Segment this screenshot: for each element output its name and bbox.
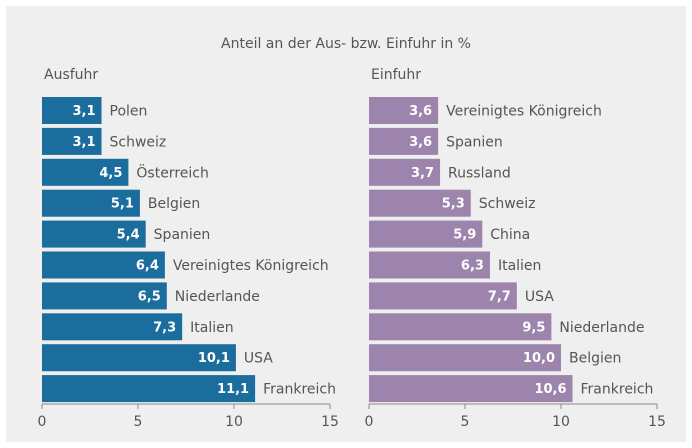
x-tick-label: 0 <box>365 414 374 430</box>
bar <box>42 313 183 341</box>
bar <box>369 344 561 372</box>
category-label: Spanien <box>446 134 503 150</box>
category-label: Frankreich <box>263 382 336 398</box>
value-label: 6,3 <box>461 259 484 274</box>
subtitle: Einfuhr <box>371 67 421 83</box>
category-label: Italien <box>498 258 541 274</box>
value-label: 10,6 <box>534 382 566 397</box>
bar <box>369 220 483 248</box>
value-label: 4,5 <box>99 166 122 181</box>
bar <box>42 127 102 155</box>
category-label: Frankreich <box>581 382 654 398</box>
category-label: Schweiz <box>110 134 167 150</box>
bar <box>369 127 439 155</box>
subtitle: Ausfuhr <box>44 67 98 83</box>
value-label: 3,6 <box>409 104 432 119</box>
bar <box>42 220 146 248</box>
value-label: 5,1 <box>111 197 134 212</box>
value-label: 10,0 <box>523 351 555 366</box>
category-label: USA <box>525 289 554 305</box>
category-label: China <box>490 227 530 243</box>
category-label: Russland <box>448 165 511 181</box>
bar <box>42 158 129 186</box>
bar <box>369 189 471 217</box>
bar <box>42 97 102 124</box>
value-label: 11,1 <box>217 382 249 397</box>
value-label: 7,3 <box>153 320 176 335</box>
category-label: Niederlande <box>175 289 260 305</box>
bar <box>369 251 490 279</box>
category-label: Österreich <box>136 163 208 181</box>
value-label: 3,1 <box>72 135 95 150</box>
category-label: Spanien <box>154 227 211 243</box>
x-tick-label: 15 <box>321 414 339 430</box>
value-label: 6,5 <box>138 289 161 304</box>
value-label: 5,4 <box>117 228 140 243</box>
value-label: 5,3 <box>442 197 465 212</box>
x-tick-label: 10 <box>225 414 243 430</box>
bar <box>369 97 439 124</box>
category-label: Belgien <box>148 196 200 212</box>
bar <box>42 189 140 217</box>
bar <box>42 344 236 372</box>
bar <box>369 158 441 186</box>
x-tick-label: 10 <box>552 414 570 430</box>
bar <box>42 282 167 310</box>
value-label: 3,6 <box>409 135 432 150</box>
value-label: 7,7 <box>488 289 511 304</box>
value-label: 10,1 <box>198 351 230 366</box>
bar <box>369 313 552 341</box>
x-tick-label: 5 <box>134 414 143 430</box>
category-label: USA <box>244 351 273 367</box>
bar <box>369 375 573 403</box>
value-label: 9,5 <box>522 320 545 335</box>
category-label: Italien <box>190 320 233 336</box>
value-label: 6,4 <box>136 259 159 274</box>
category-label: Vereinigtes Königreich <box>173 258 329 274</box>
category-label: Vereinigtes Königreich <box>446 104 602 120</box>
chart-title: Anteil an der Aus- bzw. Einfuhr in % <box>221 36 471 52</box>
bar <box>369 282 517 310</box>
category-label: Belgien <box>569 351 621 367</box>
x-tick-label: 15 <box>648 414 666 430</box>
category-label: Schweiz <box>479 196 536 212</box>
x-tick-label: 0 <box>38 414 47 430</box>
value-label: 5,9 <box>453 228 476 243</box>
value-label: 3,1 <box>72 104 95 119</box>
bar <box>42 251 165 279</box>
x-tick-label: 5 <box>461 414 470 430</box>
category-label: Polen <box>110 104 148 120</box>
category-label: Niederlande <box>559 320 644 336</box>
value-label: 3,7 <box>411 166 434 181</box>
bar <box>42 375 256 403</box>
